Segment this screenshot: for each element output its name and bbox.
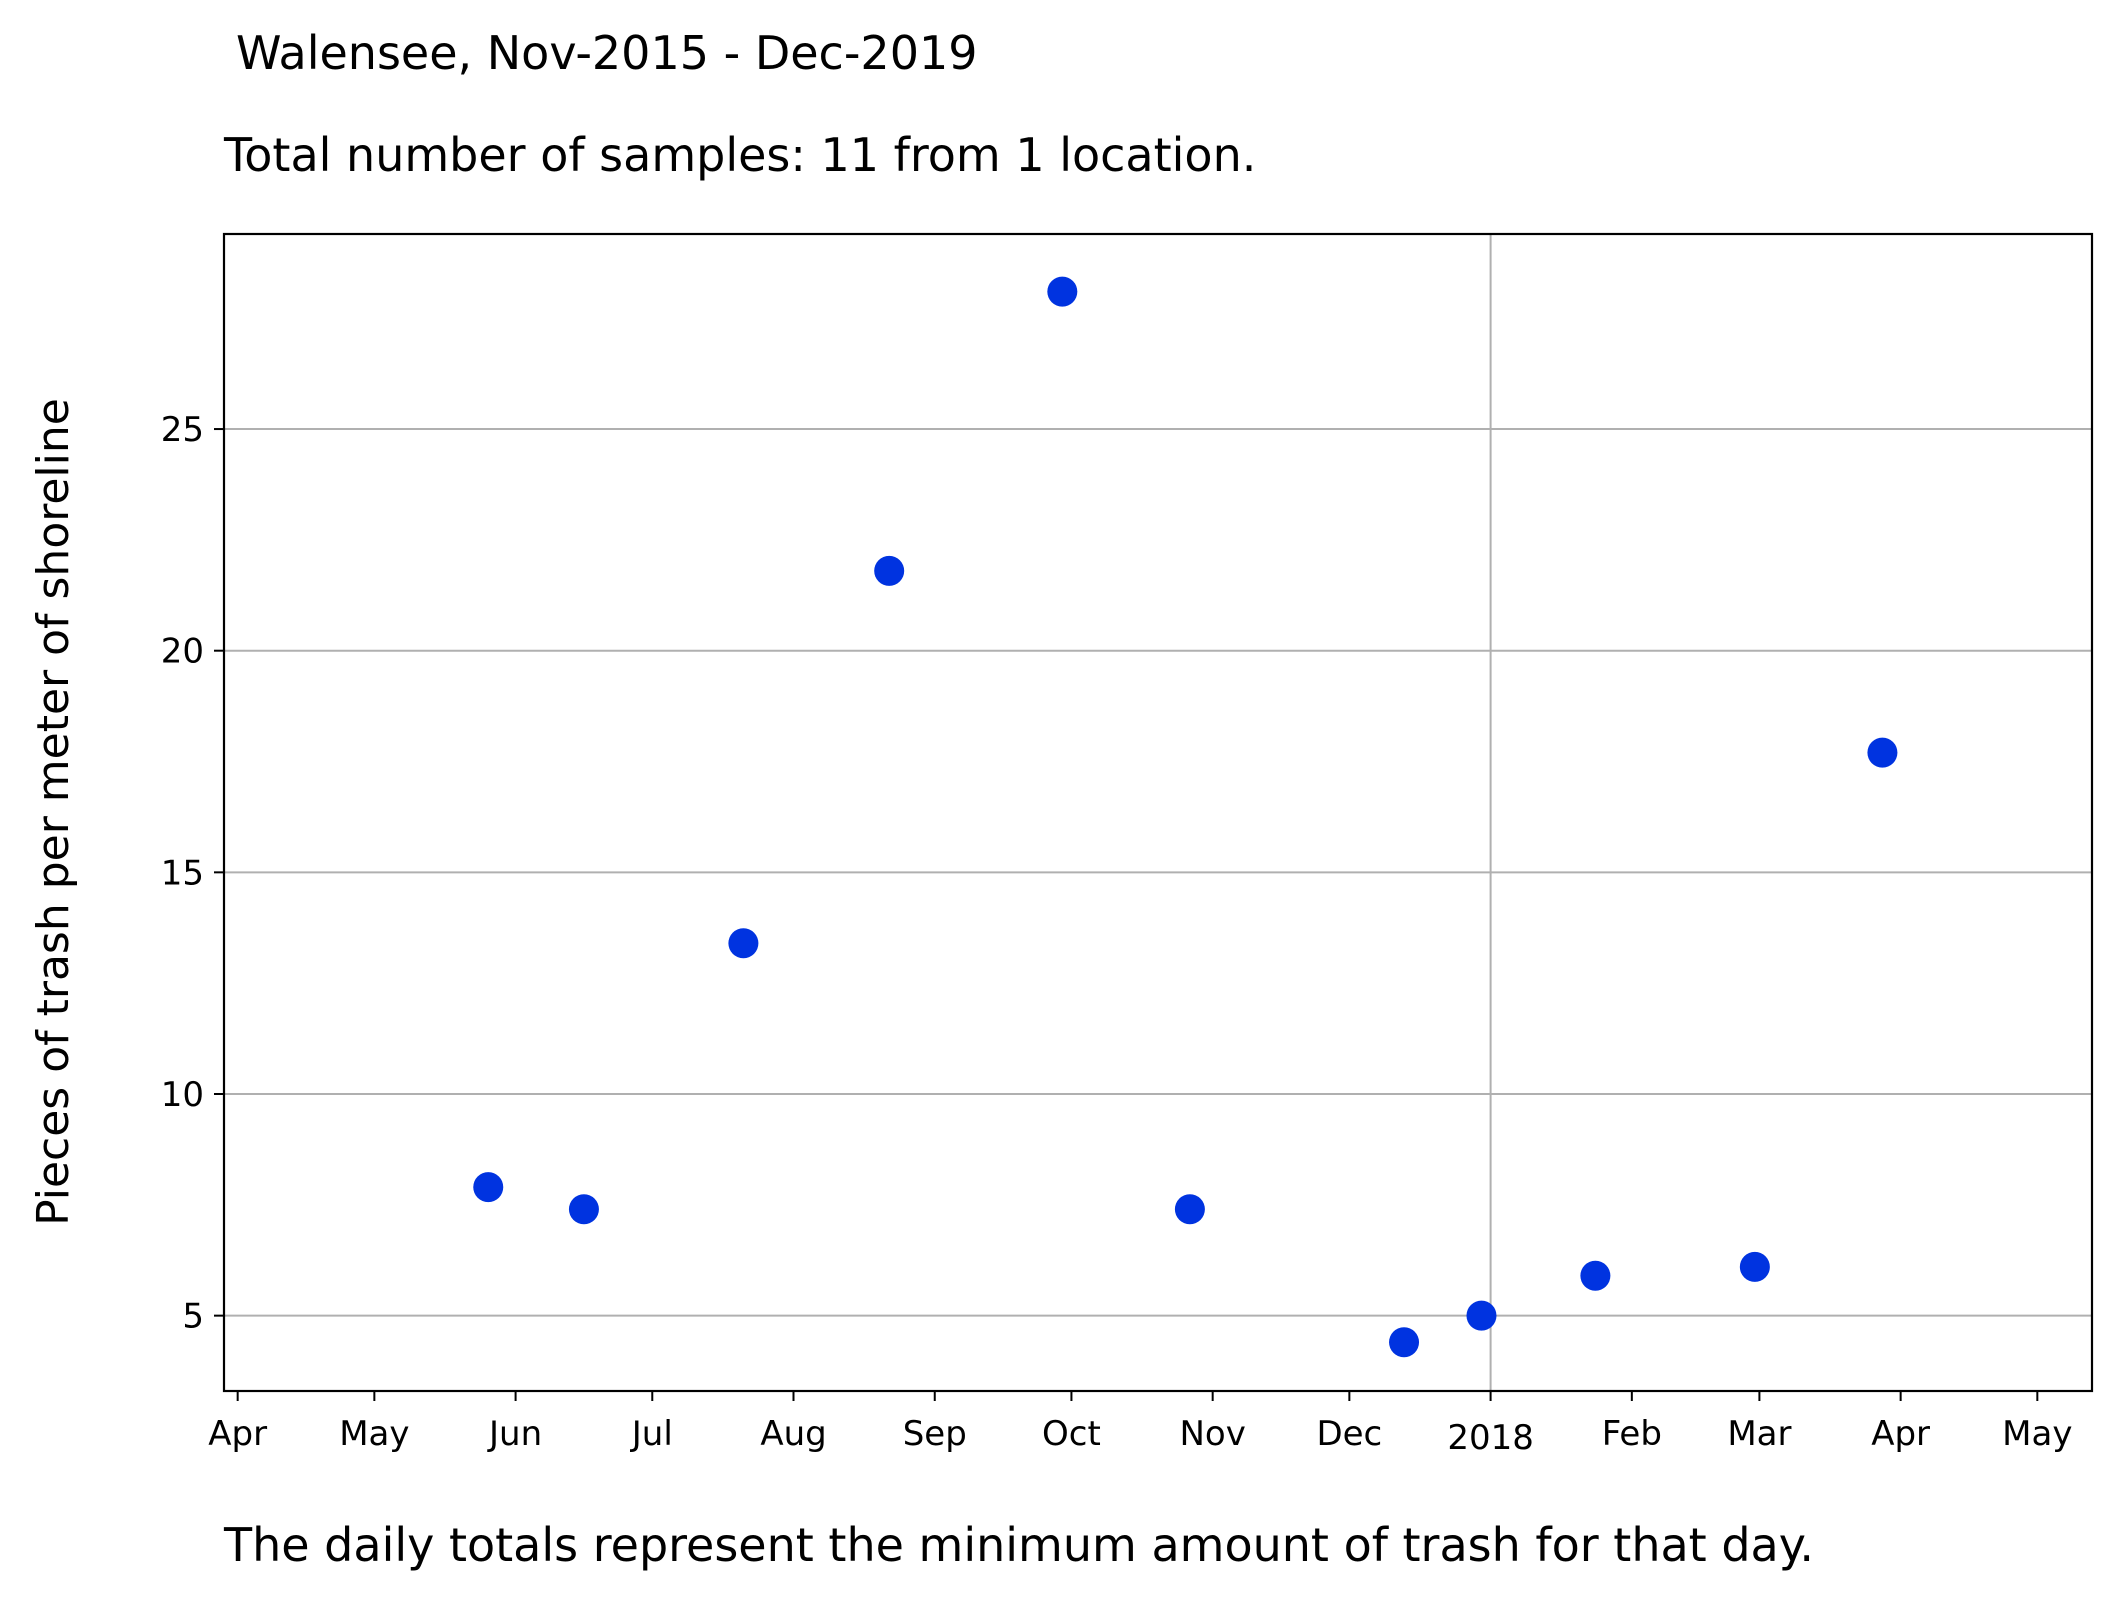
x-tick-label: Mar bbox=[1727, 1414, 1791, 1454]
x-tick-label: Jul bbox=[630, 1414, 673, 1454]
x-tick-label: Dec bbox=[1316, 1414, 1382, 1454]
data-points bbox=[473, 276, 1898, 1358]
x-tick-label: Jun bbox=[487, 1414, 542, 1454]
grid-lines bbox=[224, 234, 2092, 1391]
x-tick-label: May bbox=[339, 1414, 409, 1454]
y-tick-label: 10 bbox=[161, 1075, 204, 1115]
x-tick-label: Oct bbox=[1042, 1414, 1101, 1454]
x-tick-label: May bbox=[2002, 1414, 2072, 1454]
y-tick-label: 15 bbox=[161, 853, 204, 893]
data-point bbox=[1739, 1251, 1770, 1282]
data-point bbox=[874, 555, 905, 586]
chart-footnote: The daily totals represent the minimum a… bbox=[224, 1518, 1814, 1572]
x-tick-label: Aug bbox=[760, 1414, 826, 1454]
x-tick-label: Apr bbox=[208, 1414, 267, 1454]
x-tick-label: Sep bbox=[903, 1414, 967, 1454]
data-point bbox=[1174, 1194, 1205, 1225]
plot-area-frame bbox=[222, 232, 2094, 1393]
chart-title: Walensee, Nov-2015 - Dec-2019 bbox=[236, 26, 978, 80]
data-point bbox=[1047, 276, 1078, 307]
y-tick-label: 5 bbox=[182, 1297, 204, 1337]
y-axis-ticks: 5 10 15 20 25 bbox=[161, 410, 224, 1337]
data-point bbox=[1389, 1327, 1420, 1358]
x-tick-label: Apr bbox=[1871, 1414, 1930, 1454]
data-point bbox=[1466, 1300, 1497, 1331]
data-point bbox=[728, 928, 759, 959]
chart-subtitle: Total number of samples: 11 from 1 locat… bbox=[224, 128, 1257, 182]
x-tick-label: Nov bbox=[1179, 1414, 1245, 1454]
data-point bbox=[473, 1172, 504, 1203]
y-tick-label: 20 bbox=[161, 632, 204, 672]
data-point bbox=[568, 1194, 599, 1225]
data-point bbox=[1580, 1260, 1611, 1291]
x-tick-label: Feb bbox=[1602, 1414, 1662, 1454]
y-axis-label: Pieces of trash per meter of shoreline bbox=[28, 398, 79, 1226]
x-axis-ticks: Apr May Jun Jul Aug Sep Oct Nov Dec 2018 Feb Mar Apr… bbox=[208, 1391, 2072, 1458]
data-point bbox=[1867, 737, 1898, 768]
y-tick-label: 25 bbox=[161, 410, 204, 450]
x-tick-label: 2018 bbox=[1447, 1418, 1534, 1458]
